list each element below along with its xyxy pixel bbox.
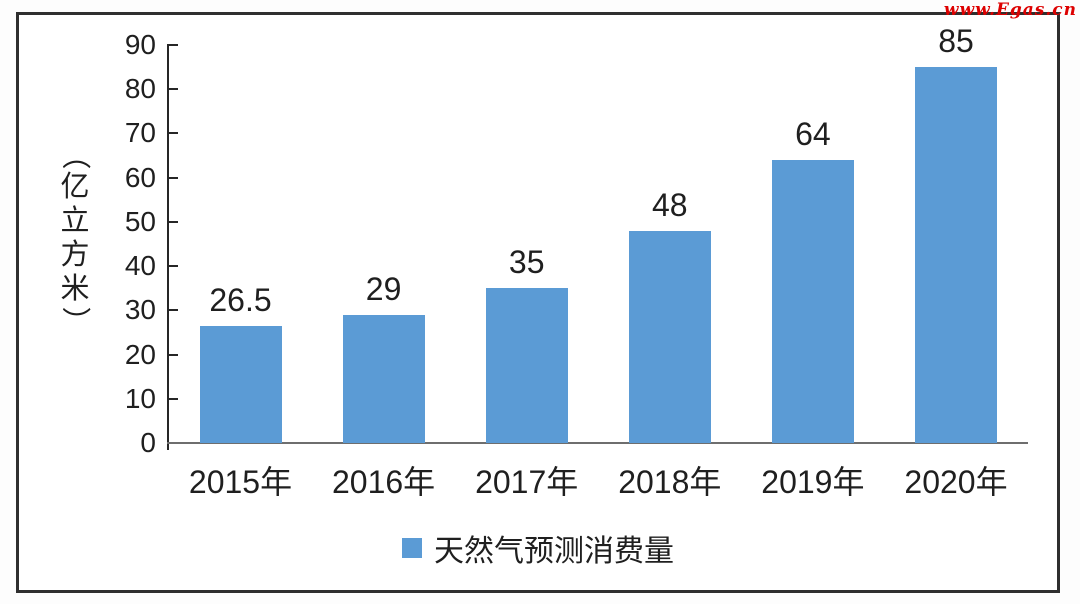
legend-label: 天然气预测消费量	[434, 535, 674, 568]
y-tick-mark	[168, 132, 178, 135]
y-tick-mark	[168, 88, 178, 91]
y-tick-label: 10	[124, 382, 156, 414]
bar-value-label: 64	[795, 115, 831, 152]
x-axis-label: 2016年	[331, 464, 436, 500]
watermark: www.Egas.cn	[943, 0, 1077, 20]
y-tick-label: 50	[124, 205, 156, 237]
y-tick-mark	[168, 353, 178, 356]
y-axis-title: （亿立方米）	[53, 140, 97, 336]
bar	[771, 159, 854, 443]
bar-value-label: 29	[365, 270, 402, 307]
y-tick-label: 20	[124, 338, 156, 370]
y-tick-mark	[168, 265, 178, 268]
bar-value-label: 48	[652, 186, 688, 223]
bar	[915, 67, 997, 443]
x-axis-label: 2018年	[618, 464, 722, 500]
y-tick-label: 40	[124, 250, 156, 282]
y-tick-label: 60	[124, 161, 156, 193]
y-axis-title-char: 立	[60, 205, 90, 237]
bar-value-label: 85	[938, 23, 974, 60]
x-axis-label: 2017年	[475, 464, 579, 500]
y-axis-line	[167, 44, 169, 450]
y-tick-label: 30	[124, 294, 156, 326]
y-axis-title-char: 方	[60, 239, 90, 271]
y-axis-title-char: 亿	[60, 171, 90, 203]
y-tick-label: 70	[124, 117, 156, 149]
y-tick-label: 80	[124, 73, 156, 105]
x-axis-line	[167, 442, 1028, 444]
bar-value-label: 35	[508, 244, 545, 281]
bar	[485, 288, 568, 443]
bar	[199, 325, 282, 443]
x-axis-label: 2020年	[904, 464, 1008, 500]
y-tick-label: 90	[124, 29, 156, 60]
y-tick-mark	[168, 176, 178, 179]
x-axis-label: 2015年	[188, 464, 293, 500]
y-tick-mark	[168, 309, 178, 312]
y-tick-mark	[168, 220, 178, 223]
bar-value-label: 26.5	[209, 281, 272, 318]
legend: 天然气预测消费量	[16, 530, 1060, 568]
y-tick-label: 0	[140, 427, 156, 458]
y-axis-title-char: 米	[60, 273, 90, 305]
bar	[342, 314, 425, 443]
y-tick-mark	[168, 397, 178, 400]
bar	[628, 230, 711, 443]
legend-marker	[402, 538, 422, 558]
x-axis-label: 2019年	[761, 464, 865, 500]
y-tick-mark	[168, 44, 178, 46]
